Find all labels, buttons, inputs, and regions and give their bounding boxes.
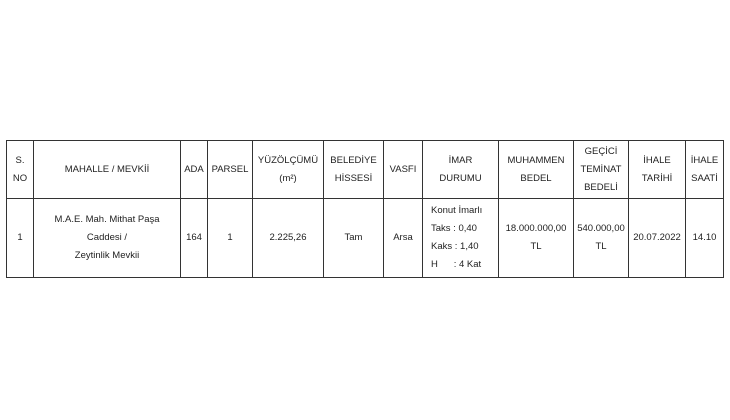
header-yuzolcumu: YÜZÖLÇÜMÜ (m²)	[252, 140, 324, 199]
header-text: HİSSESİ	[334, 172, 373, 184]
header-tarih: İHALE TARİHİ	[628, 140, 686, 199]
header-text: YÜZÖLÇÜMÜ	[257, 154, 319, 166]
header-text: İMAR	[448, 154, 473, 166]
cell-saat: 14.10	[685, 198, 724, 278]
header-text: İHALE	[643, 154, 671, 166]
cell-belediye: Tam	[323, 198, 384, 278]
header-text: TARİHİ	[641, 172, 673, 184]
header-text: NO	[12, 172, 28, 184]
header-text: DURUMU	[439, 172, 482, 184]
header-text: BELEDİYE	[330, 154, 377, 166]
header-parsel: PARSEL	[207, 140, 253, 199]
cell-imar: Konut İmarlı Taks : 0,40 Kaks : 1,40 H : 4 …	[422, 198, 499, 278]
header-belediye: BELEDİYE HİSSESİ	[323, 140, 384, 199]
cell-ada: 164	[180, 198, 208, 278]
cell-text: TL	[530, 241, 542, 252]
cell-text: Kaks : 1,40	[431, 241, 479, 252]
cell-vasfi: Arsa	[383, 198, 423, 278]
cell-text: Zeytinlik Mevkii	[74, 250, 140, 261]
cell-text: Taks : 0,40	[431, 223, 477, 234]
header-text: GEÇİCİ	[584, 145, 618, 157]
cell-gecici: 540.000,00 TL	[573, 198, 629, 278]
header-saat: İHALE SAATİ	[685, 140, 724, 199]
cell-mahalle: M.A.E. Mah. Mithat Paşa Caddesi / Zeytinl…	[33, 198, 181, 278]
cell-yuzolcumu: 2.225,26	[252, 198, 324, 278]
header-muhammen: MUHAMMEN BEDEL	[498, 140, 574, 199]
header-text: BEDELİ	[584, 181, 618, 193]
header-gecici: GEÇİCİ TEMİNAT BEDELİ	[573, 140, 629, 199]
cell-tarih: 20.07.2022	[628, 198, 686, 278]
cell-text: H : 4 Kat	[431, 259, 482, 270]
cell-text: Konut İmarlı	[431, 205, 483, 216]
cell-text: 18.000.000,00	[505, 223, 567, 234]
header-text: (m²)	[279, 172, 297, 184]
cell-text: M.A.E. Mah. Mithat Paşa Caddesi /	[54, 214, 160, 243]
table-row: 1 M.A.E. Mah. Mithat Paşa Caddesi / Zeyti…	[6, 198, 724, 278]
header-text: S.	[15, 154, 25, 166]
header-ada: ADA	[180, 140, 208, 199]
header-text: TEMİNAT	[580, 163, 622, 175]
header-text: İHALE	[690, 154, 719, 166]
cell-parsel: 1	[207, 198, 253, 278]
header-row: S. NO MAHALLE / MEVKİİ ADA PARSEL YÜZÖLÇÜ…	[6, 140, 724, 199]
cell-text: TL	[595, 241, 607, 252]
cell-text: 540.000,00	[577, 223, 625, 234]
header-text: MUHAMMEN	[507, 154, 565, 166]
header-mahalle: MAHALLE / MEVKİİ	[33, 140, 181, 199]
tender-table: S. NO MAHALLE / MEVKİİ ADA PARSEL YÜZÖLÇÜ…	[6, 140, 724, 278]
header-text: BEDEL	[520, 172, 552, 184]
cell-s-no: 1	[6, 198, 34, 278]
header-text: SAATİ	[691, 172, 718, 184]
header-vasfi: VASFI	[383, 140, 423, 199]
header-s-no: S. NO	[6, 140, 34, 199]
header-imar: İMAR DURUMU	[422, 140, 499, 199]
cell-muhammen: 18.000.000,00 TL	[498, 198, 574, 278]
